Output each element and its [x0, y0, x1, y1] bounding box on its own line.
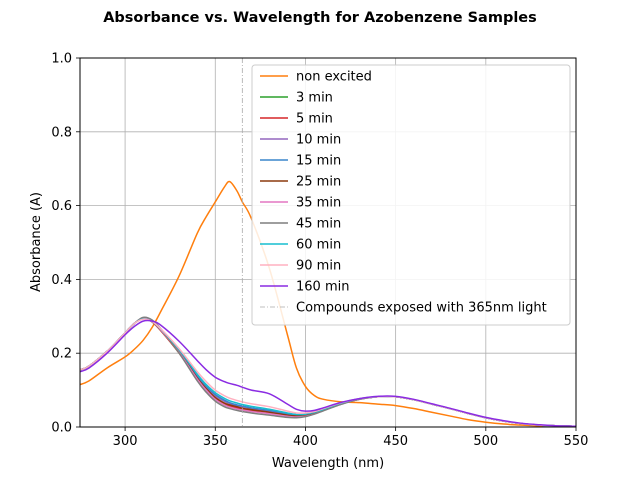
y-tick-label: 0.4 [51, 273, 72, 288]
series-line-45-min [79, 316, 577, 428]
x-tick-label: 500 [473, 434, 498, 449]
legend-label: 35 min [296, 196, 341, 211]
series-line-non-excited [79, 180, 577, 428]
legend-label: 10 min [296, 133, 341, 148]
axes-frame [79, 57, 577, 428]
y-tick-label: 0.0 [51, 421, 72, 436]
series-line-35-min [79, 317, 577, 428]
y-axis-label: Absorbance (A) [29, 192, 44, 292]
x-tick-label: 550 [564, 434, 589, 449]
legend-label: 60 min [296, 238, 341, 253]
y-tick-label: 0.6 [51, 199, 72, 214]
series-layer [79, 180, 577, 428]
series-line-10-min [79, 317, 577, 428]
series-line-90-min [79, 318, 577, 428]
legend-label: Compounds exposed with 365nm light [296, 301, 547, 316]
chart-title: Absorbance vs. Wavelength for Azobenzene… [103, 10, 537, 26]
x-tick-label: 300 [113, 434, 138, 449]
legend-label: 90 min [296, 259, 341, 274]
x-tick-label: 450 [383, 434, 408, 449]
y-tick-label: 1.0 [51, 52, 72, 67]
legend-label: non excited [296, 70, 372, 85]
x-axis-label: Wavelength (nm) [272, 456, 384, 471]
legend-box [251, 64, 571, 326]
x-tick-label: 400 [293, 434, 318, 449]
ticks: 300 350 400 450 500 550 0.0 0.2 0.4 0.6 0.8 1.0 [51, 52, 588, 450]
series-line-25-min [79, 317, 577, 428]
x-tick-label: 350 [203, 434, 228, 449]
legend-label: 3 min [296, 91, 333, 106]
legend-label: 15 min [296, 154, 341, 169]
legend-label: 25 min [296, 175, 341, 190]
series-line-3-min [79, 317, 577, 428]
series-line-15-min [79, 317, 577, 428]
legend-label: 45 min [296, 217, 341, 232]
legend: non excited 3 min 5 min 10 min 15 min 25 min 3… [251, 64, 571, 326]
series-line-5-min [79, 317, 577, 428]
y-tick-label: 0.2 [51, 347, 72, 362]
legend-label: 5 min [296, 112, 333, 127]
series-line-160-min [79, 319, 577, 428]
y-tick-label: 0.8 [51, 125, 72, 140]
series-line-60-min [79, 318, 577, 428]
legend-label: 160 min [296, 280, 349, 295]
